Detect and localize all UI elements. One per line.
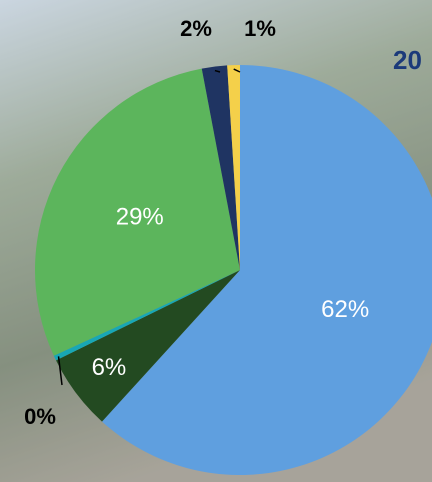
data-label: 29%: [116, 204, 164, 231]
page: 20 62%6%0%29%2%1% (() => { const data = …: [0, 0, 432, 482]
data-label: 2%: [180, 16, 212, 41]
data-label: 0%: [24, 404, 56, 429]
chart-title: 20: [393, 45, 422, 75]
data-label: 1%: [244, 16, 276, 41]
data-label: 6%: [92, 354, 127, 381]
chart: 20 62% 6% 0% 29% 2% 1%: [0, 0, 432, 482]
data-label: 62%: [321, 296, 369, 323]
